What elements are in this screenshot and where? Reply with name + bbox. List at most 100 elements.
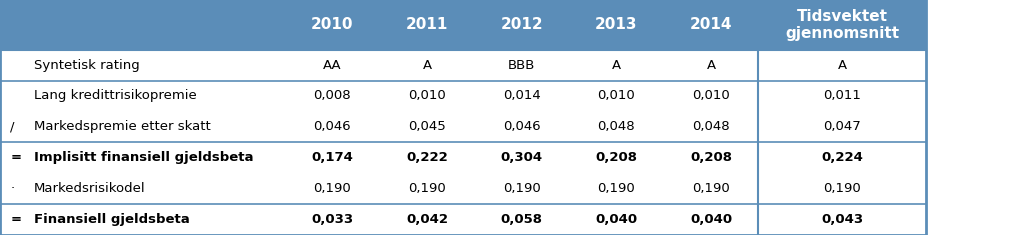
Bar [285, 142, 380, 173]
Bar [0, 173, 285, 204]
Bar [285, 50, 380, 81]
Text: 0,208: 0,208 [690, 151, 732, 164]
Bar [0, 142, 285, 173]
Bar [664, 50, 758, 81]
Text: Tidsvektet
gjennomsnitt: Tidsvektet gjennomsnitt [785, 9, 899, 41]
Text: Finansiell gjeldsbeta: Finansiell gjeldsbeta [34, 213, 189, 226]
Bar [569, 142, 664, 173]
Text: 0,304: 0,304 [501, 151, 542, 164]
Bar [380, 50, 474, 81]
Text: 0,043: 0,043 [821, 213, 863, 226]
Text: 0,010: 0,010 [598, 90, 635, 102]
Bar [0, 111, 285, 142]
Bar [285, 81, 380, 111]
Text: 0,190: 0,190 [693, 182, 730, 195]
Text: 0,190: 0,190 [823, 182, 861, 195]
Bar [0, 50, 285, 81]
Bar [474, 81, 569, 111]
Text: 0,046: 0,046 [314, 120, 351, 133]
Bar [569, 0, 664, 50]
Text: Syntetisk rating: Syntetisk rating [34, 59, 140, 72]
Text: 2012: 2012 [500, 17, 543, 32]
Text: A: A [612, 59, 620, 72]
Bar [758, 173, 926, 204]
Bar [380, 142, 474, 173]
Text: BBB: BBB [508, 59, 535, 72]
Bar [664, 0, 758, 50]
Bar [758, 204, 926, 235]
Bar [664, 204, 758, 235]
Text: 0,174: 0,174 [312, 151, 353, 164]
Text: 2014: 2014 [689, 17, 733, 32]
Bar [758, 81, 926, 111]
Text: 0,224: 0,224 [821, 151, 863, 164]
Text: 0,011: 0,011 [823, 90, 861, 102]
Bar [0, 204, 285, 235]
Text: 0,042: 0,042 [406, 213, 448, 226]
Bar [285, 173, 380, 204]
Text: 0,010: 0,010 [409, 90, 446, 102]
Bar [285, 111, 380, 142]
Text: 2010: 2010 [311, 17, 354, 32]
Bar [380, 173, 474, 204]
Bar [380, 111, 474, 142]
Text: 0,190: 0,190 [598, 182, 635, 195]
Bar [664, 81, 758, 111]
Text: /: / [10, 120, 14, 133]
Text: Lang kredittrisikopremie: Lang kredittrisikopremie [34, 90, 197, 102]
Bar [474, 142, 569, 173]
Bar [664, 173, 758, 204]
Text: 0,010: 0,010 [693, 90, 730, 102]
Text: Markedsrisikodel: Markedsrisikodel [34, 182, 145, 195]
Bar [664, 111, 758, 142]
Text: A: A [838, 59, 847, 72]
Text: 0,033: 0,033 [312, 213, 353, 226]
Bar [569, 173, 664, 204]
Text: 0,046: 0,046 [503, 120, 540, 133]
Bar [474, 111, 569, 142]
Bar [758, 111, 926, 142]
Text: A: A [707, 59, 715, 72]
Bar [0, 81, 285, 111]
Text: 0,048: 0,048 [598, 120, 635, 133]
Bar [474, 0, 569, 50]
Text: =: = [10, 213, 22, 226]
Bar [758, 142, 926, 173]
Bar [474, 50, 569, 81]
Text: 0,190: 0,190 [409, 182, 446, 195]
Bar [380, 81, 474, 111]
Text: 0,208: 0,208 [596, 151, 637, 164]
Text: 2013: 2013 [595, 17, 638, 32]
Text: 0,008: 0,008 [314, 90, 351, 102]
Text: 0,040: 0,040 [596, 213, 637, 226]
Bar [474, 173, 569, 204]
Text: ·: · [10, 182, 14, 195]
Text: 0,047: 0,047 [823, 120, 861, 133]
Text: 2011: 2011 [405, 17, 449, 32]
Bar [285, 204, 380, 235]
Text: A: A [423, 59, 431, 72]
Bar [569, 111, 664, 142]
Bar [474, 204, 569, 235]
Bar [0, 0, 285, 50]
Text: 0,045: 0,045 [409, 120, 446, 133]
Text: 0,058: 0,058 [501, 213, 542, 226]
Text: 0,222: 0,222 [406, 151, 448, 164]
Bar [664, 142, 758, 173]
Text: Implisitt finansiell gjeldsbeta: Implisitt finansiell gjeldsbeta [34, 151, 253, 164]
Bar [569, 204, 664, 235]
Bar [380, 0, 474, 50]
Text: 0,048: 0,048 [693, 120, 730, 133]
Text: 0,190: 0,190 [503, 182, 540, 195]
Text: 0,014: 0,014 [503, 90, 540, 102]
Text: Markedspremie etter skatt: Markedspremie etter skatt [34, 120, 211, 133]
Bar [569, 50, 664, 81]
Text: 0,190: 0,190 [314, 182, 351, 195]
Text: AA: AA [323, 59, 342, 72]
Bar [758, 50, 926, 81]
Bar [285, 0, 380, 50]
Bar [758, 0, 926, 50]
Text: =: = [10, 151, 22, 164]
Text: 0,040: 0,040 [690, 213, 732, 226]
Bar [569, 81, 664, 111]
